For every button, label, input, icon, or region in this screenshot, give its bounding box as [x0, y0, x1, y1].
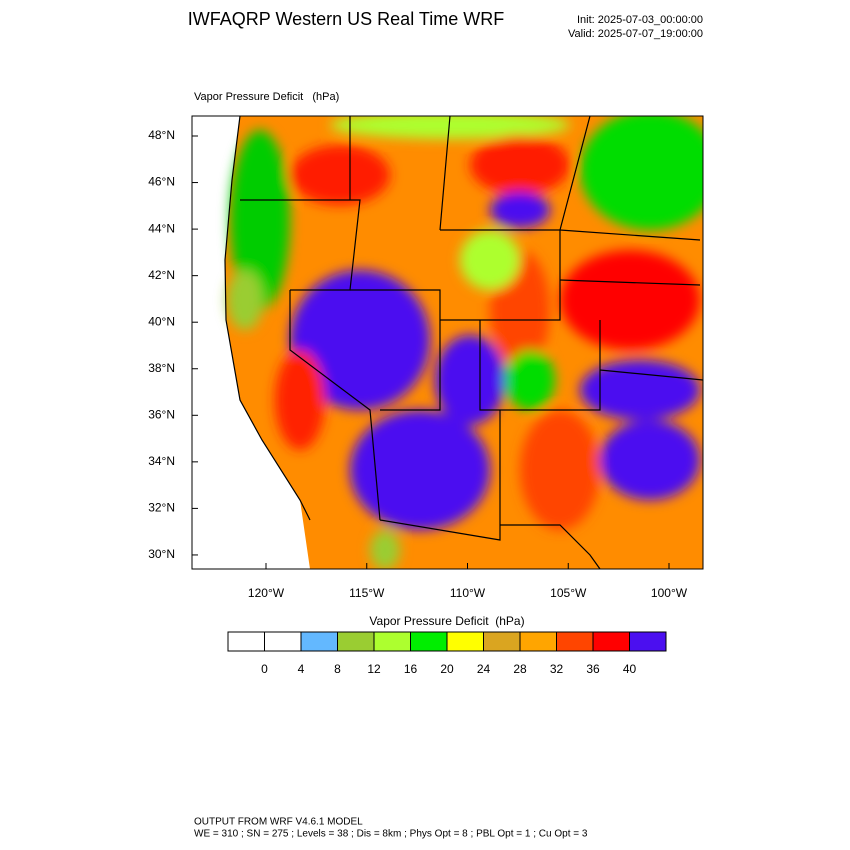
lon-label: 100°W [651, 586, 688, 600]
colorbar-box [410, 631, 448, 652]
colorbar-box [300, 631, 338, 652]
lat-label: 38°N [148, 361, 175, 375]
colorbar-label: 40 [623, 662, 637, 676]
lat-label: 40°N [148, 314, 175, 328]
colorbar-box [519, 631, 557, 652]
footer-line: WE = 310 ; SN = 275 ; Levels = 38 ; Dis … [194, 829, 588, 840]
title: IWFAQRP Western US Real Time WRF [188, 9, 504, 29]
lat-label: 46°N [148, 175, 175, 189]
lat-label: 32°N [148, 501, 175, 515]
valid-time: Valid: 2025-07-07_19:00:00 [568, 28, 703, 40]
lat-label: 44°N [148, 221, 175, 235]
footer-line: OUTPUT FROM WRF V4.6.1 MODEL [194, 817, 363, 828]
map-blobs [227, 116, 703, 569]
ocean [192, 116, 310, 569]
colorbar-label: 28 [513, 662, 527, 676]
boundaries [224, 116, 703, 569]
colorbar-box [373, 631, 411, 652]
colorbar-box [264, 631, 302, 652]
colorbar-box [483, 631, 521, 652]
colorbar-label: 16 [404, 662, 418, 676]
plot-frame [191, 115, 704, 570]
lat-label: 36°N [148, 407, 175, 421]
lat-label: 30°N [148, 547, 175, 561]
lon-label: 115°W [349, 586, 385, 600]
colorbar-label: 8 [334, 662, 341, 676]
colorbar-box [337, 631, 375, 652]
lat-label: 42°N [148, 268, 175, 282]
colorbar-box [556, 631, 594, 652]
colorbar-box [227, 631, 265, 652]
lat-label: 48°N [148, 128, 175, 142]
colorbar-label: 20 [440, 662, 454, 676]
colorbar-label: 36 [586, 662, 600, 676]
colorbar-box [446, 631, 484, 652]
lon-label: 110°W [450, 586, 486, 600]
colorbar-label: 0 [261, 662, 268, 676]
field-label: Vapor Pressure Deficit (hPa) [194, 91, 339, 103]
colorbar-title: Vapor Pressure Deficit (hPa) [369, 614, 524, 628]
map-field [192, 116, 703, 569]
init-time: Init: 2025-07-03_00:00:00 [577, 14, 703, 26]
colorbar-box [592, 631, 630, 652]
colorbar-label: 12 [367, 662, 381, 676]
lon-label: 105°W [550, 586, 587, 600]
colorbar-label: 24 [477, 662, 491, 676]
lon-label: 120°W [248, 586, 285, 600]
colorbar-label: 4 [298, 662, 305, 676]
lat-label: 34°N [148, 454, 175, 468]
colorbar-box [629, 631, 667, 652]
colorbar-label: 32 [550, 662, 564, 676]
